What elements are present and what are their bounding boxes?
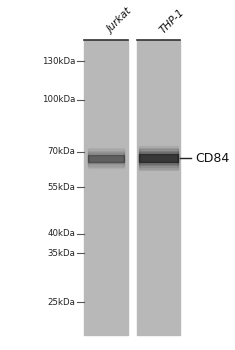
Text: 40kDa: 40kDa bbox=[48, 229, 75, 238]
Text: 25kDa: 25kDa bbox=[48, 298, 75, 307]
Text: 100kDa: 100kDa bbox=[42, 95, 75, 104]
Text: 130kDa: 130kDa bbox=[42, 57, 75, 66]
Bar bbox=[139, 149, 177, 167]
Bar bbox=[88, 152, 124, 164]
Text: 55kDa: 55kDa bbox=[48, 182, 75, 191]
Bar bbox=[139, 154, 177, 162]
Bar bbox=[139, 153, 177, 164]
Bar bbox=[139, 154, 177, 162]
Text: 70kDa: 70kDa bbox=[48, 147, 75, 156]
Bar bbox=[137, 40, 180, 335]
Bar bbox=[88, 148, 124, 168]
Bar bbox=[139, 146, 177, 170]
Text: THP-1: THP-1 bbox=[158, 7, 187, 35]
Bar bbox=[88, 151, 124, 166]
Text: 35kDa: 35kDa bbox=[48, 248, 75, 258]
Bar bbox=[88, 155, 124, 161]
Text: Jurkat: Jurkat bbox=[106, 7, 135, 35]
Bar bbox=[139, 151, 177, 166]
Bar bbox=[84, 40, 128, 335]
Text: CD84: CD84 bbox=[196, 152, 230, 164]
Bar bbox=[139, 148, 177, 169]
Bar bbox=[88, 149, 124, 167]
Bar bbox=[88, 155, 124, 161]
Bar bbox=[88, 153, 124, 163]
